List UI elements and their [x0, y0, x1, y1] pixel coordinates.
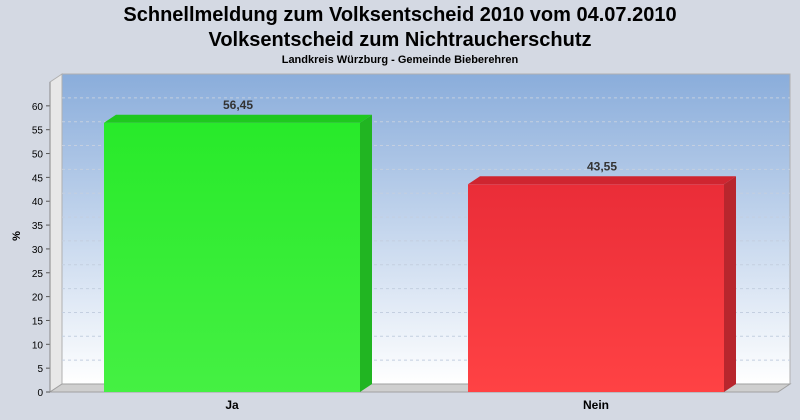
bar-front: [104, 122, 360, 393]
bar-value-label: 56,45: [223, 98, 253, 112]
y-tick-label: 10: [32, 340, 44, 351]
y-tick-label: 40: [32, 197, 44, 208]
y-tick-label: 50: [32, 150, 44, 161]
chart-location-subtitle: Landkreis Würzburg - Gemeinde Bieberehre…: [281, 54, 519, 66]
y-tick-label: 45: [32, 173, 44, 184]
y-axis: 0 5 10 15 20 25 30 35 40 45 50 55 60: [32, 82, 51, 399]
y-axis-label: %: [11, 231, 23, 241]
bar-side: [360, 114, 372, 393]
x-tick-label: Ja: [225, 398, 239, 412]
y-tick-label: 15: [32, 316, 44, 327]
chart-title: Schnellmeldung zum Volksentscheid 2010 v…: [123, 4, 677, 26]
bar-ja: [104, 114, 372, 393]
bar-front: [468, 184, 724, 392]
bar-side: [724, 176, 736, 392]
bars-group: 56,45 43,55: [104, 98, 736, 393]
y-tick-label: 0: [37, 388, 43, 399]
bar-nein: [468, 176, 736, 392]
chart-subtitle: Volksentscheid zum Nichtraucherschutz: [208, 29, 592, 51]
x-axis: Ja Nein: [225, 398, 609, 412]
y-tick-label: 25: [32, 269, 44, 280]
y-tick-label: 60: [32, 102, 44, 113]
bar-top: [468, 176, 736, 185]
y-tick-label: 5: [37, 364, 43, 375]
y-tick-label: 35: [32, 221, 44, 232]
bar-value-label: 43,55: [587, 159, 617, 173]
bar-top: [104, 114, 372, 123]
y-tick-label: 55: [32, 126, 44, 137]
y-tick-label: 30: [32, 245, 44, 256]
y-tick-label: 20: [32, 293, 44, 304]
x-tick-label: Nein: [583, 398, 609, 412]
